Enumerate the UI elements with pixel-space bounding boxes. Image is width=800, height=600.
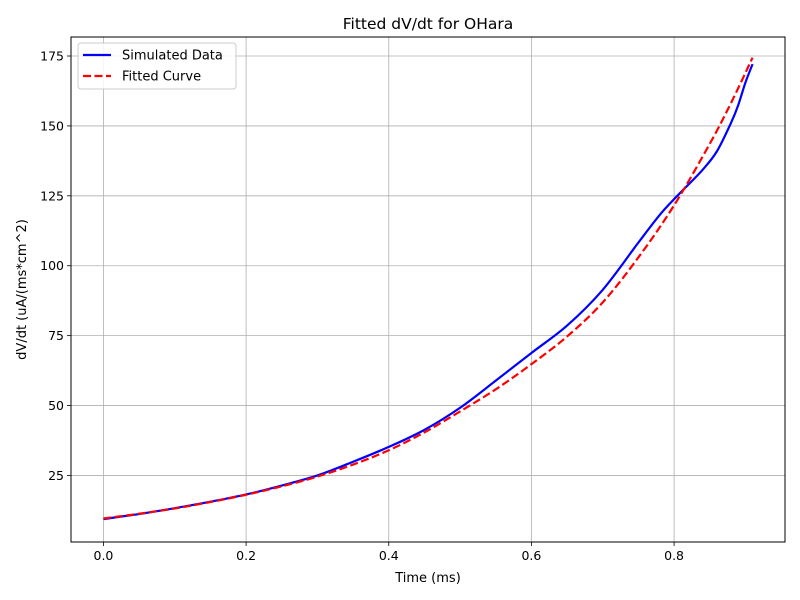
legend-box	[77, 42, 237, 90]
y-tick-label: 50	[48, 398, 64, 413]
tick-labels: 0.0 0.2 0.4 0.6 0.8 25 50 75 100 125 150 175	[40, 49, 684, 563]
x-tick-label: 0.8	[664, 548, 684, 563]
y-tick-label: 75	[48, 328, 64, 343]
x-tick-label: 0.0	[94, 548, 114, 563]
x-axis-label: Time (ms)	[394, 571, 461, 586]
x-tick-label: 0.6	[521, 548, 541, 563]
grid	[71, 37, 785, 542]
y-tick-label: 100	[40, 258, 64, 273]
x-tick-label: 0.4	[379, 548, 399, 563]
series-line-fitted-curve	[103, 57, 754, 520]
x-tick-label: 0.2	[236, 548, 256, 563]
plot-area	[71, 37, 785, 542]
legend-label: Fitted Curve	[122, 70, 201, 85]
plot-frame	[70, 36, 786, 543]
legend-label: Simulated Data	[122, 49, 223, 64]
y-tick-label: 175	[40, 49, 64, 64]
y-tick-label: 25	[48, 468, 64, 483]
chart-title: Fitted dV/dt for OHara	[343, 15, 514, 33]
y-tick-label: 125	[40, 188, 64, 203]
series-layer	[103, 57, 754, 521]
y-tick-label: 150	[40, 118, 64, 133]
ticks	[67, 55, 675, 546]
legend: Simulated Data Fitted Curve	[77, 42, 237, 90]
y-axis-label: dV/dt (uA/(ms*cm^2)	[15, 219, 30, 360]
